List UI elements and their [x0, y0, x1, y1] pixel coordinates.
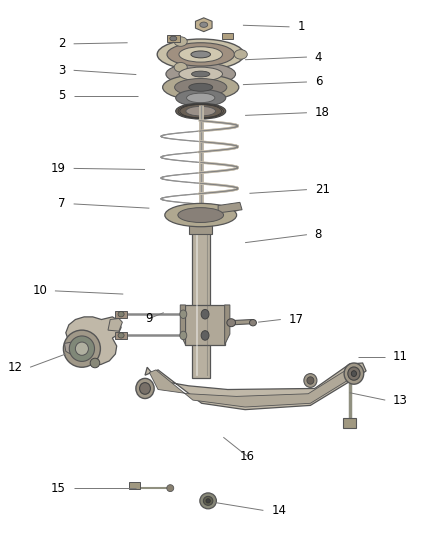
- Ellipse shape: [136, 378, 154, 399]
- Ellipse shape: [69, 336, 95, 361]
- Polygon shape: [180, 305, 185, 345]
- Bar: [115, 311, 127, 318]
- Ellipse shape: [180, 310, 187, 318]
- Ellipse shape: [180, 331, 187, 340]
- Ellipse shape: [191, 51, 211, 58]
- Ellipse shape: [234, 50, 247, 59]
- Ellipse shape: [186, 107, 215, 116]
- Ellipse shape: [201, 330, 209, 340]
- Ellipse shape: [206, 499, 210, 503]
- Text: 10: 10: [32, 285, 47, 297]
- Ellipse shape: [348, 367, 360, 380]
- Ellipse shape: [179, 67, 223, 81]
- Polygon shape: [64, 342, 76, 356]
- Ellipse shape: [75, 342, 88, 356]
- Ellipse shape: [203, 496, 213, 505]
- Ellipse shape: [174, 37, 187, 46]
- Ellipse shape: [167, 43, 234, 66]
- Ellipse shape: [191, 71, 210, 77]
- Text: 11: 11: [393, 350, 408, 363]
- Bar: [167, 35, 180, 42]
- Ellipse shape: [175, 78, 227, 96]
- Ellipse shape: [250, 319, 256, 326]
- Ellipse shape: [201, 310, 209, 319]
- Polygon shape: [66, 317, 121, 365]
- Polygon shape: [218, 203, 242, 213]
- Ellipse shape: [140, 383, 150, 394]
- Bar: [129, 482, 140, 489]
- Ellipse shape: [64, 330, 100, 367]
- Ellipse shape: [176, 90, 226, 107]
- Ellipse shape: [174, 62, 187, 72]
- Text: 19: 19: [51, 162, 66, 175]
- Text: 3: 3: [58, 64, 66, 77]
- Text: 21: 21: [315, 183, 330, 196]
- Ellipse shape: [227, 319, 236, 327]
- Text: 18: 18: [315, 106, 330, 119]
- Ellipse shape: [170, 36, 177, 41]
- Ellipse shape: [178, 208, 223, 222]
- Text: 14: 14: [271, 504, 286, 517]
- Text: 2: 2: [58, 37, 66, 50]
- Polygon shape: [232, 319, 252, 325]
- Ellipse shape: [90, 358, 100, 368]
- Text: 7: 7: [58, 197, 66, 211]
- Text: 15: 15: [51, 482, 66, 495]
- Ellipse shape: [189, 83, 213, 91]
- Ellipse shape: [118, 312, 124, 317]
- Bar: [191, 216, 210, 378]
- Ellipse shape: [187, 93, 215, 103]
- Ellipse shape: [304, 374, 317, 387]
- Ellipse shape: [162, 75, 239, 100]
- Ellipse shape: [179, 47, 223, 62]
- Bar: [222, 34, 233, 39]
- Ellipse shape: [165, 204, 237, 227]
- Ellipse shape: [307, 377, 314, 384]
- Bar: [189, 224, 212, 234]
- Ellipse shape: [166, 63, 236, 85]
- Ellipse shape: [200, 22, 208, 27]
- Ellipse shape: [157, 39, 244, 70]
- Bar: [185, 305, 225, 345]
- Ellipse shape: [167, 484, 174, 491]
- Text: 12: 12: [7, 361, 22, 374]
- Ellipse shape: [344, 363, 364, 384]
- Bar: [343, 418, 356, 427]
- Text: 16: 16: [240, 450, 255, 463]
- Polygon shape: [149, 365, 363, 407]
- Ellipse shape: [118, 333, 124, 338]
- Polygon shape: [225, 305, 230, 345]
- Bar: [115, 332, 127, 339]
- Text: 5: 5: [58, 89, 66, 102]
- Text: 4: 4: [315, 51, 322, 63]
- Text: 6: 6: [315, 76, 322, 88]
- Ellipse shape: [200, 493, 216, 509]
- Polygon shape: [108, 318, 122, 331]
- Text: 8: 8: [315, 228, 322, 241]
- Ellipse shape: [351, 370, 357, 376]
- Ellipse shape: [176, 103, 226, 119]
- Polygon shape: [145, 363, 366, 410]
- Text: 13: 13: [393, 393, 408, 407]
- Polygon shape: [195, 18, 212, 31]
- Text: 1: 1: [297, 20, 305, 34]
- Text: 9: 9: [145, 312, 153, 325]
- Text: 17: 17: [289, 313, 304, 326]
